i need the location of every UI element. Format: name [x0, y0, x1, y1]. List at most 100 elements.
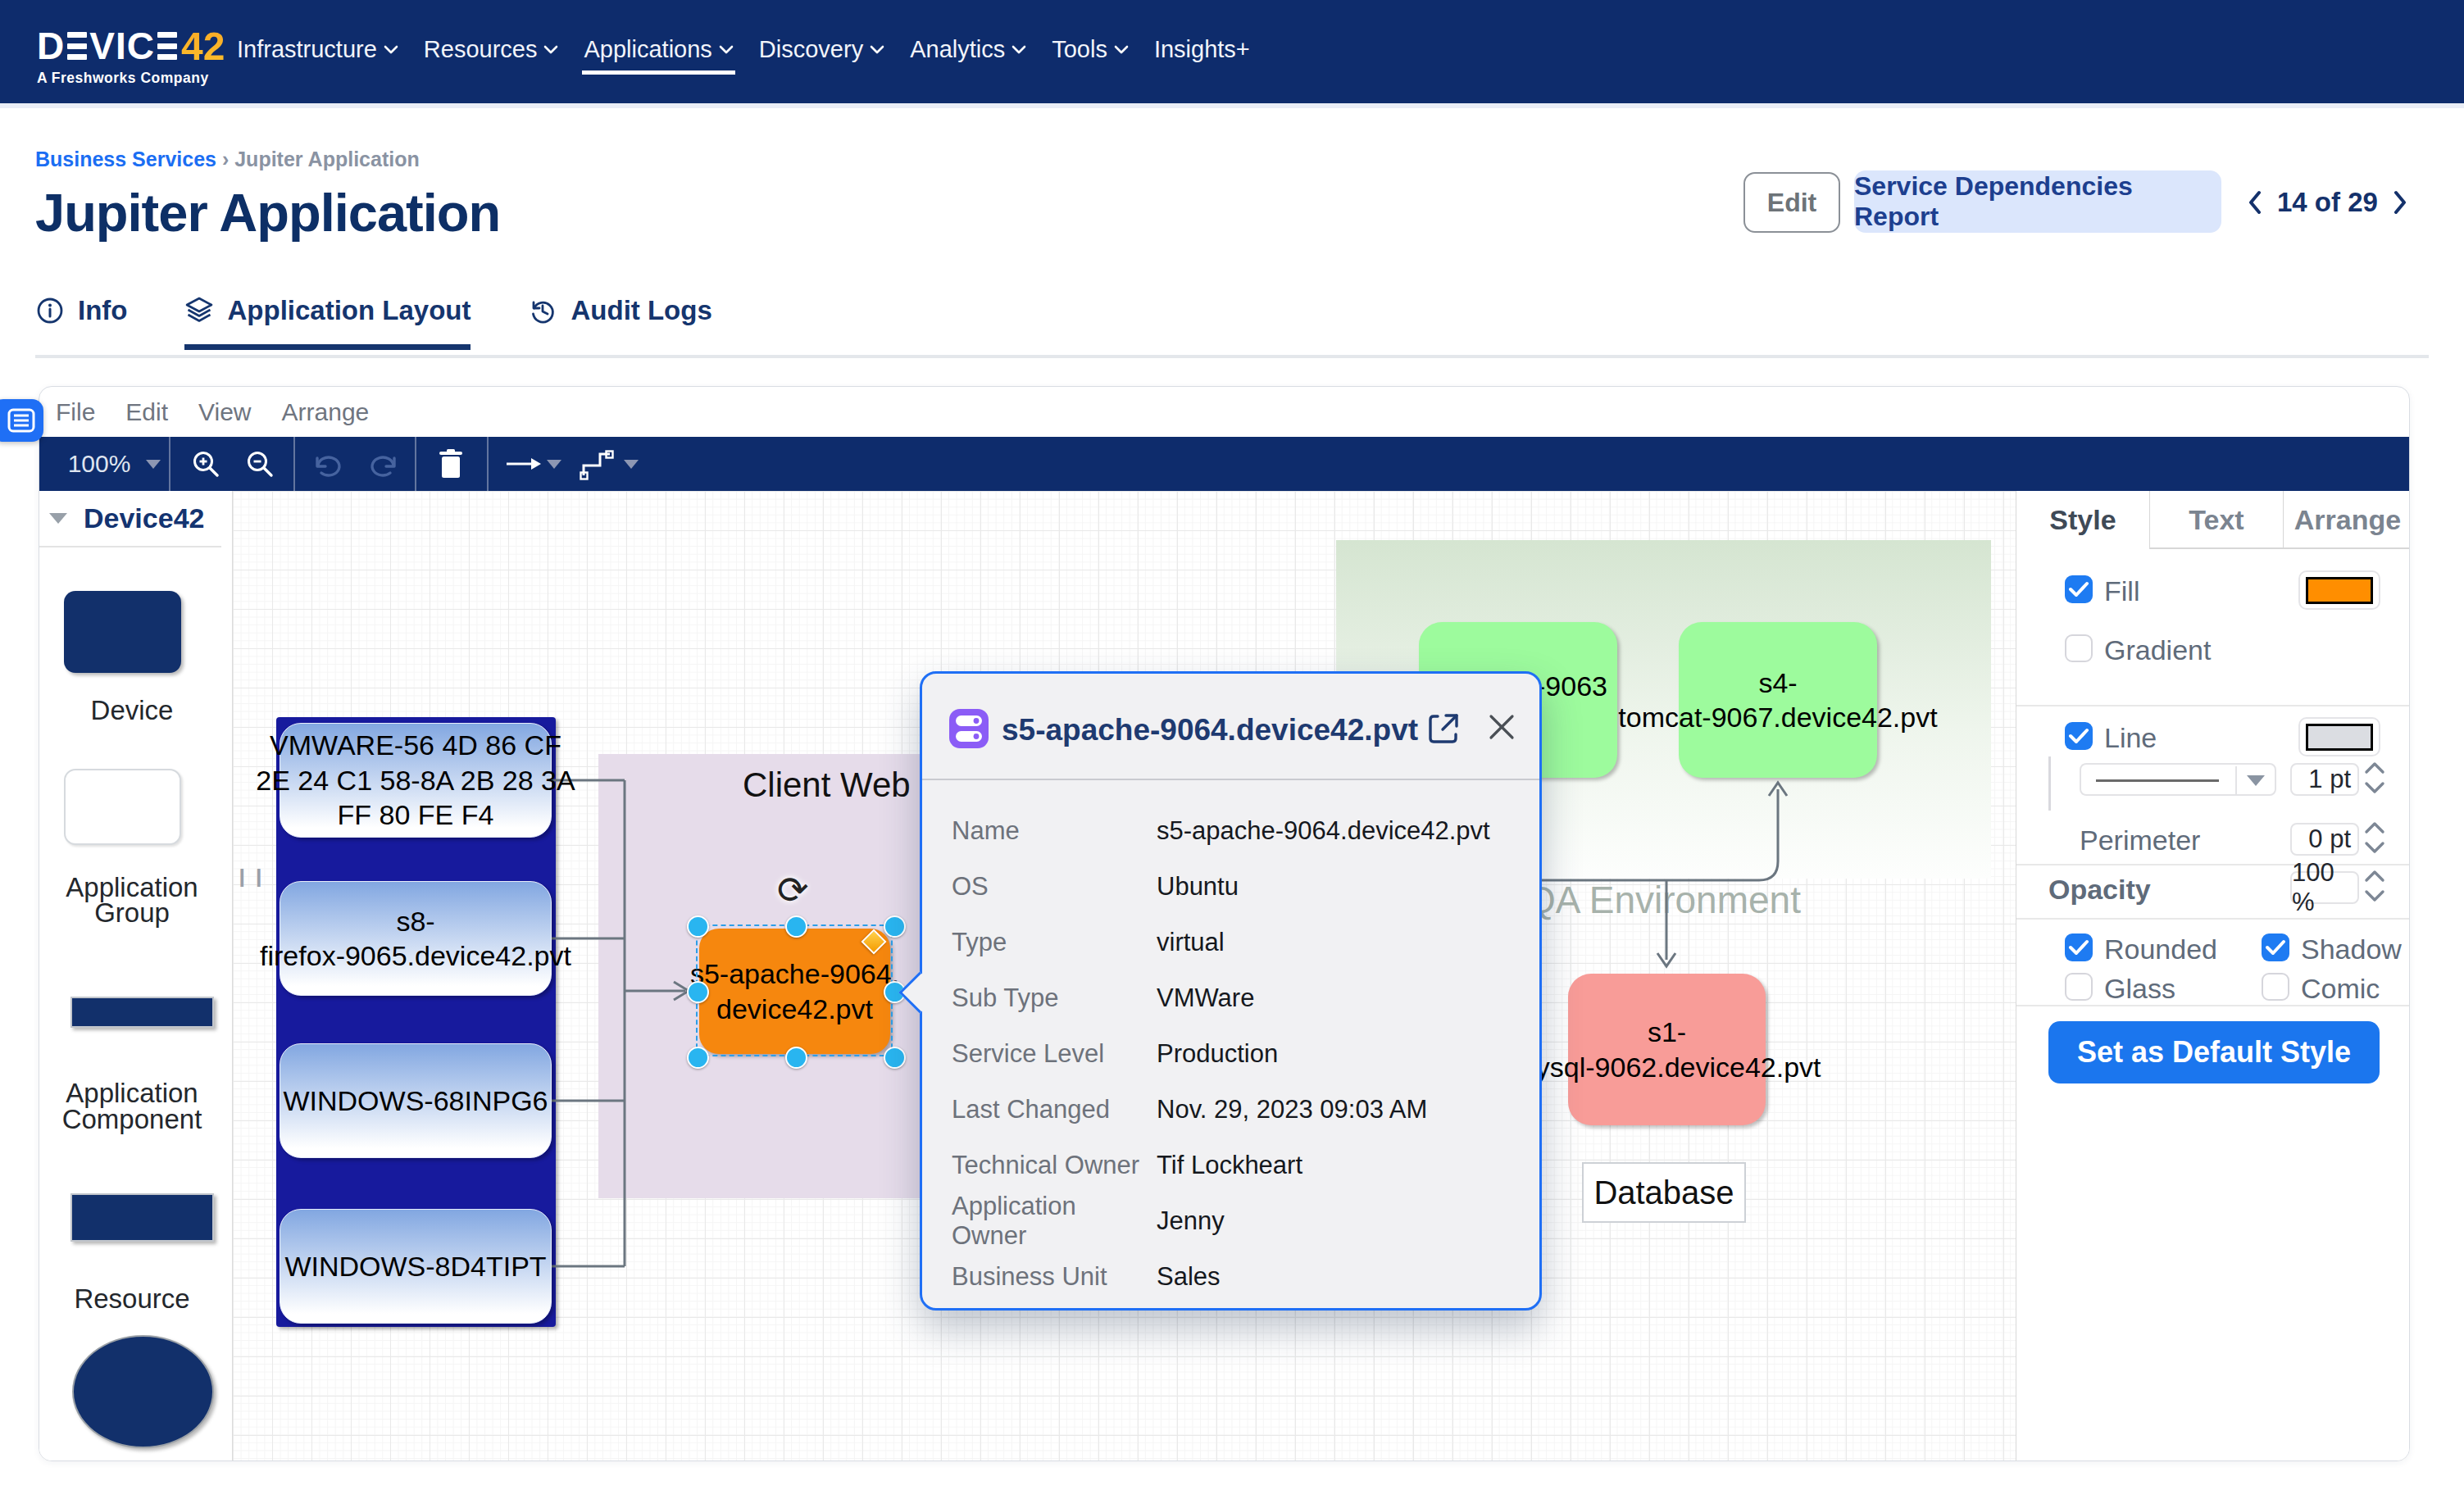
tab-style[interactable]: Style: [2016, 491, 2149, 548]
server-icon: [948, 708, 989, 749]
shadow-checkbox[interactable]: [2262, 934, 2289, 961]
chevron-down-icon: [384, 45, 398, 54]
shadow-label: Shadow: [2301, 934, 2402, 965]
green-node-tomcat[interactable]: s4-tomcat-9067.device42.pvt: [1679, 622, 1877, 778]
zoom-caret[interactable]: [143, 437, 164, 491]
undo-button[interactable]: [307, 437, 348, 491]
breadcrumb-link[interactable]: Business Services: [35, 148, 216, 170]
stack-node-2[interactable]: WINDOWS-68INPG6: [280, 1043, 552, 1158]
selection-handle-6[interactable]: [785, 1047, 807, 1069]
next-page-icon[interactable]: [2393, 190, 2407, 215]
palette-collapse-icon[interactable]: [49, 513, 67, 524]
palette-shape-resource[interactable]: [70, 1193, 214, 1242]
logo-42: 42: [181, 24, 225, 69]
gradient-label: Gradient: [2104, 634, 2211, 666]
edge-arrow-style-button[interactable]: [500, 437, 546, 491]
nav-item-analytics[interactable]: Analytics: [908, 30, 1028, 75]
tabs-baseline: [35, 355, 2429, 358]
format-panel: Style Text Arrange Fill Gradient Line 1 …: [2016, 491, 2410, 1461]
red-node-mysql[interactable]: s1-mysql-9062.device42.pvt: [1568, 974, 1766, 1125]
diagram-canvas[interactable]: Client Web QA Environment: [233, 491, 2016, 1461]
list-icon: [7, 406, 36, 435]
zoom-level-dropdown[interactable]: 100%: [54, 437, 144, 491]
edge-shape-caret[interactable]: [621, 437, 641, 491]
palette-shape-application-group[interactable]: [64, 769, 181, 845]
selection-handle-2[interactable]: [884, 915, 906, 938]
selection-handle-0[interactable]: [687, 915, 709, 938]
popup-row-name: Names5-apache-9064.device42.pvt: [952, 803, 1517, 859]
nav-item-infrastructure[interactable]: Infrastructure: [235, 30, 400, 75]
edge-arrow-caret[interactable]: [544, 437, 564, 491]
line-width-stepper[interactable]: [2364, 761, 2385, 797]
rounded-checkbox[interactable]: [2065, 934, 2093, 961]
opacity-stepper[interactable]: [2364, 870, 2385, 906]
menu-file[interactable]: File: [56, 398, 95, 426]
tab-application-layout[interactable]: Application Layout: [184, 295, 471, 350]
rotate-handle[interactable]: ⟳: [777, 868, 809, 912]
palette-resize-handle[interactable]: ❙❙: [234, 866, 268, 888]
nav-item-insights[interactable]: Insights+: [1152, 30, 1252, 75]
chevron-down-icon: [719, 45, 734, 54]
format-panel-toggle-button[interactable]: [0, 399, 43, 442]
palette-shape-application-component[interactable]: [70, 997, 214, 1028]
line-checkbox[interactable]: [2065, 722, 2093, 750]
glass-label: Glass: [2104, 973, 2175, 1005]
popup-row-last-changed: Last ChangedNov. 29, 2023 09:03 AM: [952, 1082, 1517, 1138]
perimeter-input[interactable]: 0 pt: [2290, 823, 2359, 856]
layers-icon: [184, 296, 214, 325]
popup-row-technical-owner: Technical OwnerTif Lockheart: [952, 1138, 1517, 1193]
line-style-dropdown[interactable]: [2080, 763, 2276, 796]
perimeter-stepper[interactable]: [2364, 821, 2385, 857]
comic-checkbox[interactable]: [2262, 973, 2289, 1001]
device42-logo[interactable]: DVIC42 A Freshworks Company: [37, 27, 225, 87]
selection-handle-3[interactable]: [687, 981, 709, 1003]
service-dependencies-report-button[interactable]: Service Dependencies Report: [1854, 170, 2221, 233]
nav-item-resources[interactable]: Resources: [422, 30, 561, 75]
line-color-swatch[interactable]: [2298, 717, 2380, 756]
palette-shape-device[interactable]: [64, 591, 181, 673]
history-icon: [528, 296, 557, 325]
zoom-out-button[interactable]: [239, 437, 280, 491]
open-external-icon[interactable]: [1426, 711, 1461, 746]
edge-shape-button[interactable]: [574, 437, 620, 491]
prev-page-icon[interactable]: [2248, 190, 2262, 215]
zoom-in-button[interactable]: [185, 437, 226, 491]
diagram-editor: FileEditViewArrange 100% Device42 Device…: [39, 386, 2410, 1461]
tab-info[interactable]: Info: [35, 295, 127, 350]
palette-group-title[interactable]: Device42: [84, 502, 204, 534]
navbar-divider: [0, 103, 2464, 108]
menu-view[interactable]: View: [198, 398, 251, 426]
palette-shape-circle[interactable]: [72, 1335, 214, 1448]
redo-button[interactable]: [364, 437, 405, 491]
tab-audit-logs[interactable]: Audit Logs: [528, 295, 711, 350]
edit-button[interactable]: Edit: [1743, 172, 1840, 233]
gradient-checkbox[interactable]: [2065, 634, 2093, 662]
fill-checkbox[interactable]: [2065, 575, 2093, 603]
chevron-down-icon: [543, 45, 558, 54]
stack-node-3[interactable]: WINDOWS-8D4TIPT: [280, 1209, 552, 1324]
set-default-style-button[interactable]: Set as Default Style: [2048, 1021, 2380, 1083]
editor-toolbar: 100%: [39, 437, 2409, 491]
selection-handle-1[interactable]: [785, 915, 807, 938]
nav-item-applications[interactable]: Applications: [582, 30, 734, 75]
glass-checkbox[interactable]: [2065, 973, 2093, 1001]
selection-handle-5[interactable]: [687, 1047, 709, 1069]
comic-label: Comic: [2301, 973, 2380, 1005]
menu-arrange[interactable]: Arrange: [282, 398, 370, 426]
opacity-input[interactable]: 100 %: [2290, 871, 2359, 904]
menu-edit[interactable]: Edit: [125, 398, 168, 426]
tab-text[interactable]: Text: [2150, 491, 2283, 548]
delete-button[interactable]: [430, 437, 472, 491]
line-width-input[interactable]: 1 pt: [2290, 763, 2359, 796]
fill-color-swatch[interactable]: [2298, 570, 2380, 610]
selection-handle-7[interactable]: [884, 1047, 906, 1069]
tab-arrange[interactable]: Arrange: [2284, 491, 2410, 548]
palette-label: Component: [39, 1106, 225, 1133]
popup-row-service-level: Service LevelProduction: [952, 1026, 1517, 1082]
nav-item-tools[interactable]: Tools: [1050, 30, 1130, 75]
close-icon[interactable]: [1488, 713, 1516, 741]
nav-item-discovery[interactable]: Discovery: [757, 30, 886, 75]
stack-node-0[interactable]: VMWARE-56 4D 86 CF2E 24 C1 58-8A 2B 28 3…: [280, 723, 552, 838]
stack-node-1[interactable]: s8-firefox-9065.device42.pvt: [280, 881, 552, 996]
perimeter-label: Perimeter: [2080, 824, 2200, 856]
